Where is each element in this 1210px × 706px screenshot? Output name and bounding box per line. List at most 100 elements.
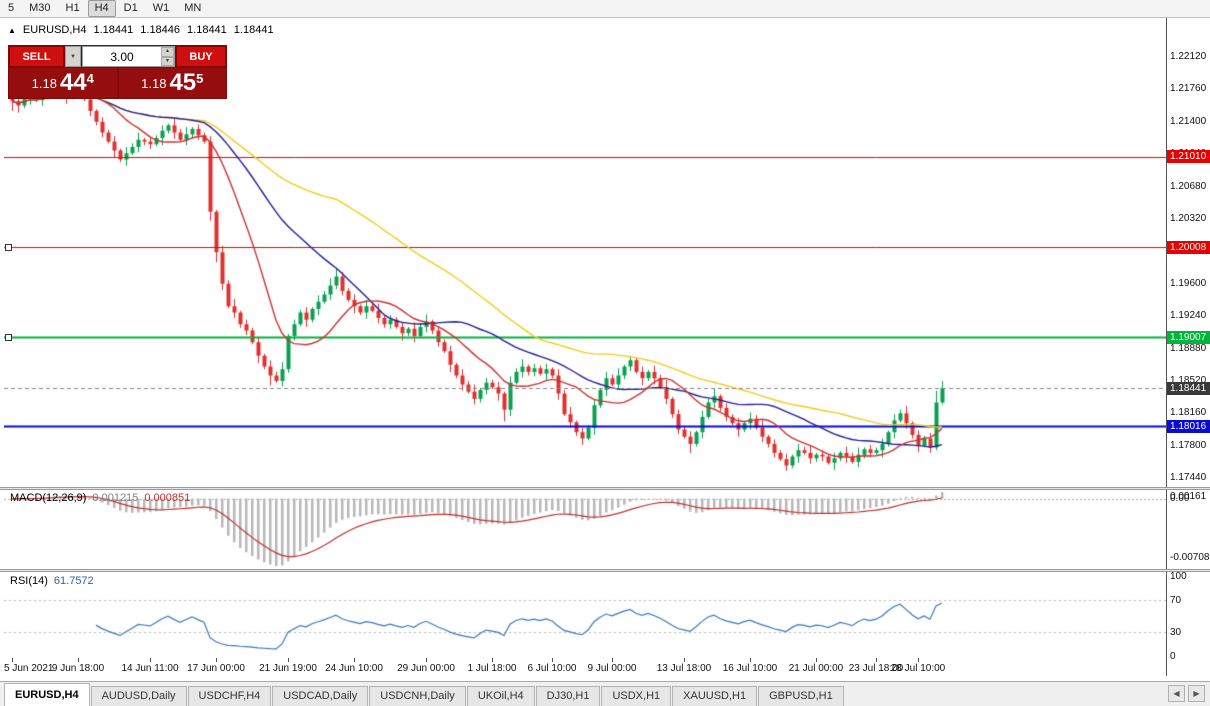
chart-tab-dj30-h1[interactable]: DJ30,H1 (535, 686, 601, 706)
timeframe-toolbar: 5 M30 H1 H4 D1 W1 MN (0, 0, 1210, 18)
time-axis-label: 24 Jun 10:00 (325, 663, 383, 674)
tab-scroll-right-button[interactable]: ▶ (1188, 685, 1205, 702)
one-click-trade-panel: SELL ▼ ▲ ▼ BUY 1.18 44 4 1.18 45 (8, 45, 227, 99)
chart-tab-bar: EURUSD,H4 AUDUSD,Daily USDCHF,H4 USDCAD,Dai… (0, 681, 1210, 706)
time-axis-label: 13 Jul 18:00 (656, 663, 712, 674)
price-axis-label: 1.17440 (1170, 472, 1207, 484)
macd-signal-value: 0.000851 (144, 492, 191, 504)
sell-button[interactable]: SELL (9, 46, 64, 67)
timeframe-button-h4[interactable]: H4 (87, 0, 116, 17)
rsi-axis-label: 100 (1170, 571, 1187, 582)
time-axis-label: 23 Jul 18:00 (848, 663, 904, 674)
time-axis-tick (816, 658, 817, 662)
time-axis-label: 29 Jun 00:00 (397, 663, 455, 674)
sell-price-point: 4 (86, 71, 94, 86)
hline-price-tag: 1.21010 (1166, 150, 1210, 164)
time-axis-tick (354, 658, 355, 662)
spinner-up-button[interactable]: ▲ (161, 47, 174, 57)
ohlc-low: 1.18441 (187, 24, 227, 36)
timeframe-button-mn[interactable]: MN (184, 2, 202, 14)
chart-tab-usdcad-daily[interactable]: USDCAD,Daily (272, 686, 369, 706)
ohlc-open: 1.18441 (93, 24, 134, 36)
axis-border (1166, 18, 1167, 676)
volume-dropdown-button[interactable]: ▼ (65, 46, 81, 67)
buy-button[interactable]: BUY (176, 46, 226, 67)
ohlc-high: 1.18446 (140, 24, 181, 36)
time-axis-tick (150, 658, 151, 662)
time-axis-label: 5 Jun 2021 (4, 663, 54, 674)
time-axis[interactable]: 5 Jun 2021 9 Jun 18:00 14 Jun 11:00 17 Jun … (4, 658, 1166, 680)
time-axis-label: 1 Jul 18:00 (467, 663, 517, 674)
time-axis-label: 21 Jul 00:00 (788, 663, 844, 674)
chart-tab-usdchf-h4[interactable]: USDCHF,H4 (187, 686, 272, 706)
time-axis-tick (876, 658, 877, 662)
chart-tab-ukoil-h4[interactable]: UKOil,H4 (466, 686, 535, 706)
time-axis-tick (216, 658, 217, 662)
price-axis-label: 1.19240 (1170, 310, 1207, 322)
time-axis-tick (426, 658, 427, 662)
buy-price-pips: 45 (169, 69, 197, 96)
price-axis-label: 1.17800 (1170, 439, 1207, 451)
price-axis-label: 1.18880 (1170, 342, 1207, 354)
time-axis-label: 14 Jun 11:00 (121, 663, 179, 674)
timeframe-button-m30[interactable]: M30 (29, 2, 51, 14)
time-axis-tick (78, 658, 79, 662)
hline-drag-handle[interactable] (5, 333, 12, 341)
volume-spinner: ▲ ▼ (161, 47, 174, 66)
macd-axis-label: -0.00708 (1170, 552, 1210, 563)
chart-tab-usdcnh-daily[interactable]: USDCNH,Daily (369, 686, 466, 706)
chart-ohlc-title: ▲ EURUSD,H4 1.18441 1.18446 1.18441 1.18… (8, 24, 274, 36)
macd-main-value: 0.001215 (92, 492, 139, 504)
buy-price-button[interactable]: 1.18 45 5 (118, 68, 226, 98)
chart-symbol-label: EURUSD,H4 (22, 24, 87, 36)
chart-tab-usdx-h1[interactable]: USDX,H1 (601, 686, 672, 706)
macd-axis-label: 0.00 (1170, 492, 1190, 504)
time-axis-tick (750, 658, 751, 662)
time-axis-label: 6 Jul 10:00 (527, 663, 577, 674)
sell-price-figure: 1.18 (31, 75, 57, 91)
chart-tab-audusd-daily[interactable]: AUDUSD,Daily (90, 686, 187, 706)
price-axis-label: 1.19600 (1170, 277, 1207, 289)
volume-input[interactable] (83, 47, 161, 66)
chart-tab-gbpusd-h1[interactable]: GBPUSD,H1 (758, 686, 844, 706)
volume-field: ▲ ▼ (82, 46, 175, 67)
price-axis-label: 1.20680 (1170, 180, 1207, 192)
macd-panel-canvas[interactable] (4, 490, 1166, 568)
price-axis[interactable]: 1.221201.217601.214001.210401.206801.203… (1166, 18, 1210, 662)
price-axis-label: 1.20320 (1170, 212, 1207, 224)
timeframe-button-5[interactable]: 5 (8, 2, 15, 14)
tab-scroll-left-button[interactable]: ◀ (1168, 685, 1185, 702)
hline-drag-handle[interactable] (5, 243, 12, 251)
time-axis-tick (552, 658, 553, 662)
time-axis-tick (612, 658, 613, 662)
price-axis-label: 1.21400 (1170, 115, 1207, 127)
buy-price-point: 5 (196, 71, 204, 86)
chart-tab-xauusd-h1[interactable]: XAUUSD,H1 (672, 686, 758, 706)
symbol-marker-icon: ▲ (8, 25, 16, 35)
hline-price-tag: 1.20008 (1166, 240, 1210, 254)
rsi-axis-label: 30 (1170, 627, 1182, 638)
rsi-axis-label: 0 (1170, 651, 1176, 662)
time-axis-label: 16 Jul 10:00 (722, 663, 778, 674)
timeframe-button-d1[interactable]: D1 (123, 2, 138, 14)
sell-price-button[interactable]: 1.18 44 4 (9, 68, 117, 98)
tab-scroll-arrows: ◀ ▶ (1168, 685, 1205, 702)
rsi-indicator-label: RSI(14) 61.7572 (10, 575, 94, 587)
price-axis-label: 1.22120 (1170, 50, 1207, 62)
timeframe-button-w1[interactable]: W1 (152, 2, 170, 14)
panel-separator-rsi[interactable] (0, 569, 1210, 572)
rsi-name: RSI(14) (10, 575, 48, 587)
ohlc-close: 1.18441 (233, 24, 274, 36)
panel-separator-macd[interactable] (0, 487, 1210, 490)
time-axis-tick (492, 658, 493, 662)
spinner-down-button[interactable]: ▼ (161, 56, 174, 66)
rsi-panel-canvas[interactable] (4, 572, 1166, 658)
sell-price-pips: 44 (59, 69, 87, 96)
timeframe-button-h1[interactable]: H1 (65, 2, 80, 14)
hline-price-tag: 1.18016 (1166, 419, 1210, 433)
buy-price-figure: 1.18 (141, 75, 167, 91)
time-axis-label: 28 Jul 10:00 (890, 663, 946, 674)
chart-tab-eurusd-h4[interactable]: EURUSD,H4 (4, 683, 90, 706)
chevron-down-icon: ▼ (70, 53, 76, 60)
